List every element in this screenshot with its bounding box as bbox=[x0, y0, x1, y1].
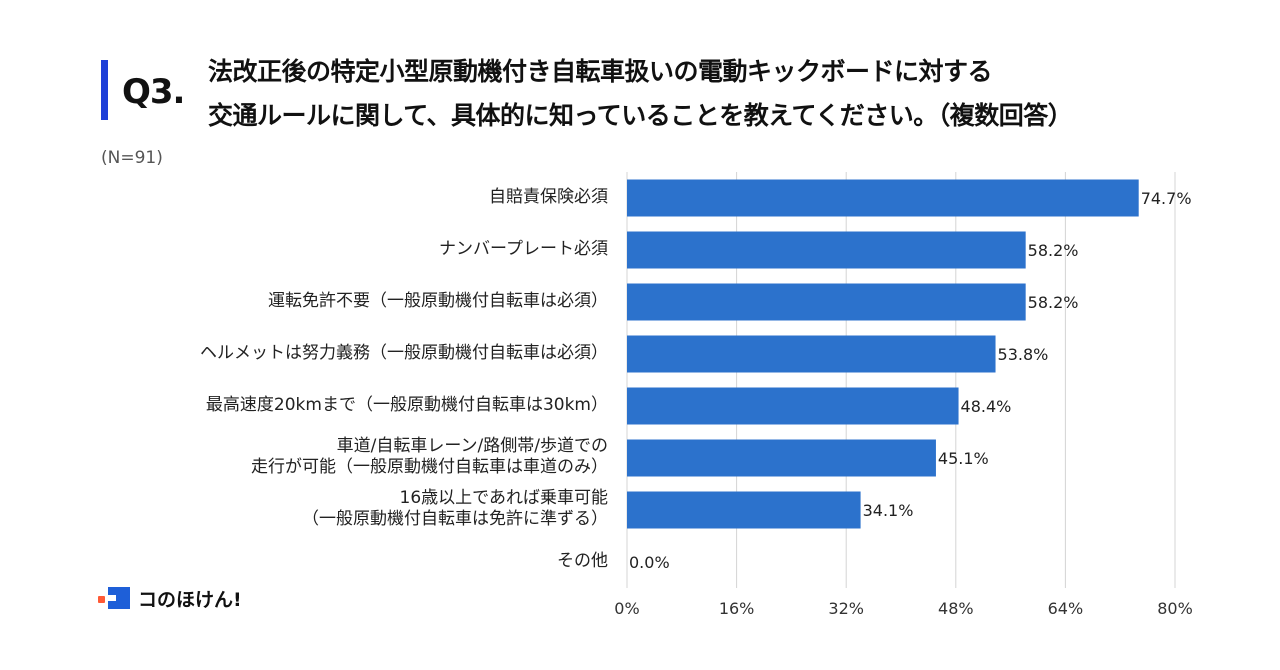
category-label-line: 16歳以上であれば乗車可能 bbox=[399, 488, 608, 508]
sample-size: (N=91) bbox=[101, 148, 163, 168]
category-label-line: 運転免許不要（一般原動機付自転車は必須） bbox=[268, 290, 608, 311]
x-tick-label: 48% bbox=[938, 599, 974, 618]
bar-value-label: 34.1% bbox=[863, 501, 914, 520]
bar-value-label: 45.1% bbox=[938, 449, 989, 468]
title-accent-bar bbox=[101, 60, 108, 120]
bar bbox=[627, 231, 1026, 269]
bar-value-label: 58.2% bbox=[1028, 293, 1079, 312]
bar bbox=[627, 335, 996, 373]
question-text-line-1: 法改正後の特定小型原動機付き自転車扱いの電動キックボードに対する bbox=[208, 57, 993, 86]
category-label-line: 走行が可能（一般原動機付自転車は車道のみ） bbox=[251, 457, 608, 477]
bar-value-label: 58.2% bbox=[1028, 241, 1079, 260]
bar bbox=[627, 491, 861, 529]
category-label-line: ナンバープレート必須 bbox=[439, 238, 608, 259]
category-label-line: ヘルメットは努力義務（一般原動機付自転車は必須） bbox=[200, 342, 608, 363]
category-label: その他 bbox=[557, 551, 608, 572]
category-label: 車道/自転車レーン/路側帯/歩道での 走行が可能（一般原動機付自転車は車道のみ） bbox=[251, 436, 608, 478]
category-label: 16歳以上であれば乗車可能 （一般原動機付自転車は免許に準ずる） bbox=[302, 488, 608, 530]
category-label: ナンバープレート必須 bbox=[439, 239, 608, 260]
x-tick-label: 0% bbox=[614, 599, 639, 618]
bar bbox=[627, 283, 1026, 321]
category-label: 運転免許不要（一般原動機付自転車は必須） bbox=[268, 291, 608, 312]
logo-text: コのほけん! bbox=[138, 588, 242, 611]
question-text-line-2: 交通ルールに関して、具体的に知っていることを教えてください。（複数回答） bbox=[208, 101, 1073, 130]
category-label-line: 最高速度20kmまで（一般原動機付自転車は30km） bbox=[205, 394, 608, 415]
x-tick-label: 16% bbox=[719, 599, 755, 618]
category-label-line: 自賠責保険必須 bbox=[489, 186, 608, 207]
logo-icon bbox=[98, 585, 132, 611]
x-tick-label: 32% bbox=[828, 599, 864, 618]
category-label-line: 車道/自転車レーン/路側帯/歩道での bbox=[336, 436, 608, 456]
bar-value-label: 48.4% bbox=[961, 397, 1012, 416]
x-tick-label: 80% bbox=[1157, 599, 1193, 618]
question-number: Q3. bbox=[122, 72, 185, 112]
bar bbox=[627, 179, 1139, 217]
category-label: 最高速度20kmまで（一般原動機付自転車は30km） bbox=[206, 395, 608, 416]
bar bbox=[627, 387, 959, 425]
bar bbox=[627, 439, 936, 477]
category-label-line: その他 bbox=[557, 550, 608, 571]
brand-logo: コのほけん! bbox=[98, 585, 242, 611]
bar-value-label: 53.8% bbox=[998, 345, 1049, 364]
category-label-line: （一般原動機付自転車は免許に準ずる） bbox=[302, 509, 608, 529]
category-label: ヘルメットは努力義務（一般原動機付自転車は必須） bbox=[200, 343, 608, 364]
bar-value-label: 74.7% bbox=[1141, 189, 1192, 208]
x-tick-label: 64% bbox=[1048, 599, 1084, 618]
category-label: 自賠責保険必須 bbox=[489, 187, 608, 208]
bar-value-label: 0.0% bbox=[629, 553, 670, 572]
